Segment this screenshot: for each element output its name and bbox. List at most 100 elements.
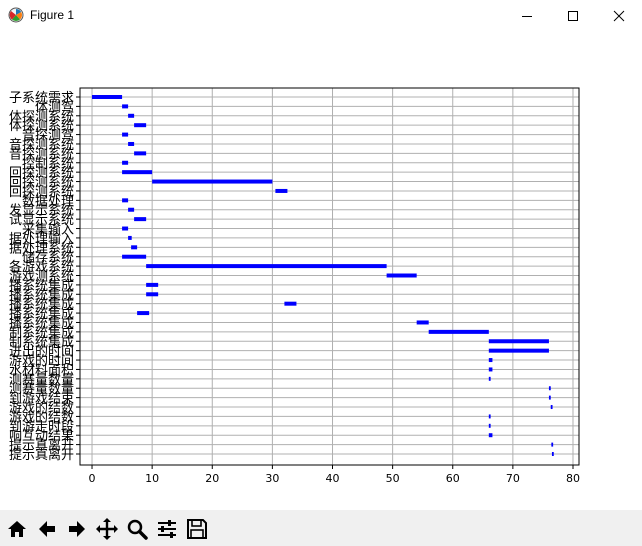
y-tick-label: 提示真离开 (9, 438, 74, 454)
zoom-button[interactable] (124, 516, 150, 542)
y-tick-label: 体探测系统 (9, 119, 74, 134)
gantt-bar (122, 198, 129, 203)
zoom-icon (127, 519, 148, 540)
y-tick-label: 储存系统 (22, 251, 74, 266)
y-tick-label: 据处理系统 (9, 241, 74, 256)
gantt-bar (548, 386, 551, 391)
y-tick-label: 播系统集成 (9, 278, 74, 294)
x-tick-label: 0 (89, 472, 96, 485)
minimize-icon (522, 16, 532, 17)
gantt-bar (488, 358, 493, 363)
gantt-bar (128, 113, 135, 118)
x-tick-label: 60 (446, 472, 460, 485)
y-tick-label: 据处理输入 (9, 231, 74, 247)
gantt-bar (122, 170, 153, 175)
y-tick-label: 测赛量数量 (9, 381, 74, 397)
gantt-bar (488, 367, 493, 372)
y-tick-label: 测赛量数量 (9, 372, 74, 388)
forward-arrow-icon (69, 521, 85, 537)
gantt-bar (137, 311, 150, 316)
x-tick-label: 40 (326, 472, 340, 485)
gantt-bar (275, 188, 288, 193)
gantt-bar (428, 329, 489, 334)
y-tick-label: 播系统集成 (9, 306, 74, 322)
gantt-bar (551, 442, 554, 447)
axes-frame (79, 87, 580, 466)
y-tick-label: 音探测系统 (9, 146, 74, 162)
y-tick-label: 到游走时段 (9, 420, 74, 435)
y-tick-label: 进出的时间 (9, 344, 74, 360)
y-tick-label: 游戏的结数 (9, 400, 74, 416)
close-icon (613, 10, 625, 22)
y-tick-label: 采集输入 (22, 222, 74, 238)
gantt-bar (134, 151, 147, 156)
gantt-bar (122, 104, 129, 109)
pan-button[interactable] (94, 516, 120, 542)
figure-canvas: 0 10 20 30 40 50 60 70 80 子系统需求 体测驾 体探测系统 体探测系统 音探测驾音… (0, 31, 642, 510)
home-button[interactable] (4, 516, 30, 542)
gantt-bar (128, 235, 132, 240)
y-tick-label: 播系统集成 (9, 315, 74, 331)
y-tick-label: 提示真离开 (9, 447, 74, 463)
subplots-config-icon (158, 520, 176, 538)
y-tick-label: 音探测驾 (22, 128, 74, 144)
save-icon (187, 519, 207, 539)
plot-area (80, 88, 579, 465)
gantt-bar (122, 160, 129, 165)
gantt-chart: 0 10 20 30 40 50 60 70 80 子系统需求体测驾体探测系统体探测系统音探测驾音… (9, 87, 580, 485)
gantt-bar (128, 207, 135, 212)
home-icon (8, 521, 26, 537)
y-tick-label: 控制系统 (22, 157, 74, 172)
gantt-bar (122, 132, 129, 137)
gantt-bar (548, 395, 551, 400)
maximize-button[interactable] (550, 0, 596, 31)
gantt-bar (416, 320, 429, 325)
pan-icon (96, 518, 118, 540)
y-tick-label: 水材料面积 (9, 363, 74, 378)
gantt-bar (551, 452, 554, 456)
y-tick-label: 响互动结果 (9, 428, 74, 444)
gantt-bar (128, 141, 135, 146)
navigation-toolbar (0, 510, 642, 546)
save-button[interactable] (184, 516, 210, 542)
gantt-bar (488, 339, 549, 344)
gantt-bar (146, 292, 159, 297)
y-tick-label: 播系统集成 (9, 287, 74, 303)
y-tick-label: 回探测系统 (9, 166, 74, 181)
forward-button[interactable] (64, 516, 90, 542)
gantt-bar (131, 245, 138, 250)
close-button[interactable] (596, 0, 642, 31)
y-tick-label: 游戏测系统 (9, 270, 74, 285)
x-tick-label: 10 (145, 472, 159, 485)
gantt-bar (146, 264, 387, 269)
gantt-bar (92, 95, 123, 99)
y-tick-label: 回探测系统 (9, 185, 74, 200)
x-tick-label: 30 (265, 472, 279, 485)
y-tick-label: 试显示系统 (9, 213, 74, 228)
minimize-button[interactable] (504, 0, 550, 31)
y-tick-label: 数据处理 (22, 194, 74, 209)
gantt-bar (386, 273, 417, 278)
gantt-bar (488, 376, 491, 381)
y-tick-label: 音探测系统 (9, 137, 74, 153)
y-tick-label: 游戏的时间 (9, 353, 74, 369)
x-tick-label: 20 (205, 472, 219, 485)
y-tick-label: 子系统需求 (9, 91, 74, 106)
y-tick-label: 制系统集成 (9, 334, 74, 350)
gantt-bar (488, 423, 491, 428)
gantt-bar (152, 179, 273, 184)
y-tick-label: 体测驾 (35, 100, 74, 115)
y-tick-label: 各游戏系统 (9, 259, 74, 275)
back-button[interactable] (34, 516, 60, 542)
window-title: Figure 1 (30, 8, 75, 22)
configure-subplots-button[interactable] (154, 516, 180, 542)
matplotlib-app-icon (8, 7, 24, 23)
x-tick-label: 70 (506, 472, 520, 485)
gantt-bar (134, 217, 147, 222)
x-tick-label: 50 (386, 472, 400, 485)
gantt-bar (488, 414, 491, 419)
x-tick-label: 80 (566, 472, 580, 485)
gantt-bar (488, 348, 549, 353)
gantt-bar (488, 433, 493, 438)
y-tick-label: 制系统集成 (9, 325, 74, 341)
